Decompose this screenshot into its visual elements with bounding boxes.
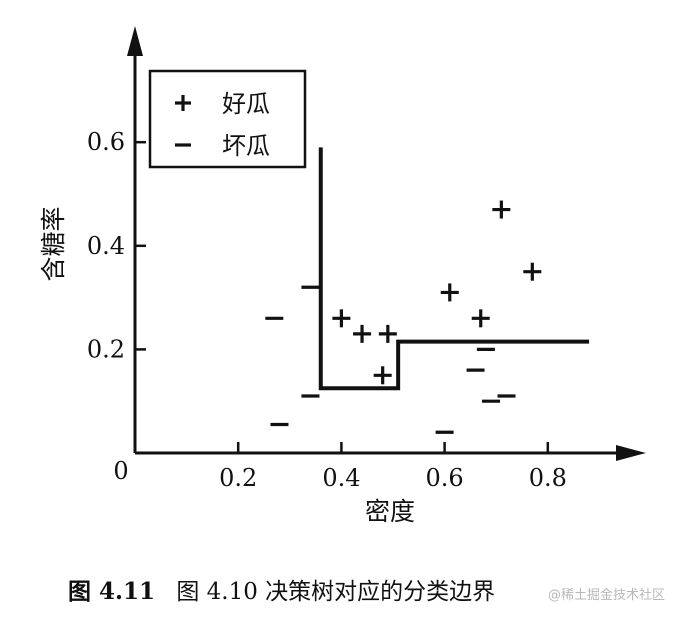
x-axis-title: 密度	[365, 497, 415, 526]
x-tick-label: 0.2	[219, 464, 257, 492]
good-melon-point	[523, 262, 542, 281]
figure-number: 图 4.11	[68, 578, 156, 605]
legend-label: 坏瓜	[222, 132, 270, 160]
figure-caption-text: 图 4.10 决策树对应的分类边界	[176, 579, 496, 605]
points-layer	[265, 200, 542, 434]
origin-label: 0	[113, 457, 128, 485]
good-melon-point	[332, 309, 351, 328]
y-axis-arrowhead	[127, 26, 143, 56]
x-tick-label: 0.4	[322, 464, 360, 492]
good-melon-point	[471, 309, 490, 328]
x-tick-label: 0.6	[426, 464, 464, 492]
decision-boundary-layer	[318, 147, 590, 391]
figure-caption: 图 4.11 图 4.10 决策树对应的分类边界	[68, 572, 688, 606]
x-axis-arrowhead	[616, 445, 646, 461]
y-tick-label: 0.2	[87, 335, 125, 363]
good-melon-point	[353, 324, 372, 343]
good-melon-point	[440, 283, 459, 302]
good-melon-point	[492, 200, 511, 219]
decision-boundary	[318, 147, 590, 391]
y-axis-title: 含糖率	[39, 206, 68, 281]
axes	[127, 26, 646, 461]
y-tick-label: 0.4	[87, 232, 125, 260]
x-tick-label: 0.8	[529, 464, 567, 492]
legend-box	[148, 69, 307, 169]
ticks-layer: 0.2 0.4 0.6 0.8 0.2 0.4 0.6 0	[87, 128, 567, 492]
good-melon-point	[373, 366, 392, 385]
good-melon-point	[378, 324, 397, 343]
watermark: @稀土掘金技术社区	[548, 588, 666, 603]
legend-marker-plus	[175, 95, 191, 111]
y-tick-label: 0.6	[87, 128, 125, 156]
legend-label: 好瓜	[222, 90, 270, 118]
